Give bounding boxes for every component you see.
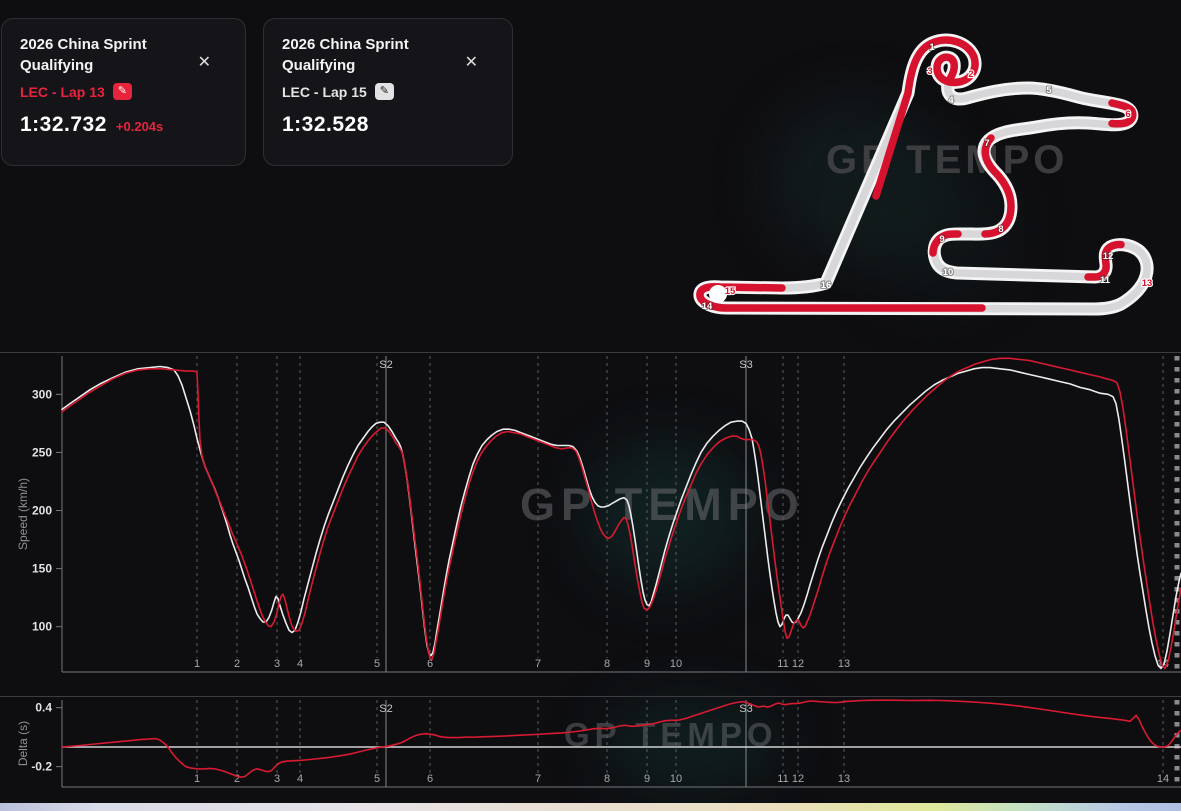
y-tick-label: 250 <box>32 445 52 459</box>
track-map: 1 2 3 4 5 6 7 8 9 10 11 12 13 14 15 16 <box>680 0 1181 340</box>
sector-label: S2 <box>379 703 392 715</box>
corner-tick-label: 1 <box>194 658 200 670</box>
corner-tick-label: 4 <box>297 773 303 785</box>
corner-number-label: 13 <box>1142 278 1153 289</box>
gptempo-watermark: GP TEMPO <box>520 479 805 530</box>
corner-number-label: 11 <box>1100 275 1111 286</box>
y-tick-label: 150 <box>32 562 52 576</box>
corner-tick-label: 8 <box>604 658 610 670</box>
track-faster-segment <box>981 134 1015 238</box>
sector-label: S3 <box>739 359 752 371</box>
corner-number-label: 5 <box>1046 85 1052 96</box>
corner-tick-label: 13 <box>838 773 850 785</box>
series-delta-lap13-vs-lap15 <box>61 699 1181 779</box>
session-title: 2026 China Sprint Qualifying <box>20 36 147 74</box>
track-faster-segment <box>1108 99 1137 128</box>
lap-delta: +0.204s <box>115 119 164 134</box>
close-icon[interactable]: ✕ <box>197 54 211 71</box>
corner-number-label: 3 <box>927 66 932 77</box>
corner-number-label: 16 <box>821 280 832 291</box>
corner-number-label: 14 <box>702 301 713 312</box>
corner-number-label: 2 <box>968 69 973 80</box>
corner-tick-label: 5 <box>374 773 380 785</box>
corner-tick-label: 2 <box>234 773 240 785</box>
session-title: 2026 China Sprint Qualifying <box>282 36 409 74</box>
track-faster-segment <box>872 36 979 200</box>
corner-number-label: 8 <box>998 224 1003 235</box>
sector-label: S2 <box>379 359 392 371</box>
corner-tick-label: 6 <box>427 658 433 670</box>
bottom-gradient-strip <box>0 803 1181 811</box>
corner-tick-label: 13 <box>838 658 850 670</box>
corner-number-label: 10 <box>943 267 954 278</box>
edit-lap-icon[interactable]: ✎ <box>112 83 133 100</box>
series-lec-lap-15 <box>61 365 1181 670</box>
lap-time: 1:32.528 <box>282 113 369 136</box>
track-base <box>696 36 1151 313</box>
y-tick-label: -0.2 <box>31 760 52 774</box>
corner-tick-label: 11 <box>777 658 788 670</box>
y-tick-label: 0.4 <box>35 701 52 715</box>
driver-lap-label: LEC - Lap 13 <box>20 83 105 100</box>
track-faster-segment <box>1084 240 1125 281</box>
corner-tick-label: 1 <box>194 773 200 785</box>
corner-tick-label: 3 <box>274 773 280 785</box>
corner-tick-label: 3 <box>274 658 280 670</box>
corner-tick-label: 7 <box>535 658 541 670</box>
corner-tick-label: 5 <box>374 658 380 670</box>
corner-tick-label: 6 <box>427 773 433 785</box>
edit-lap-icon[interactable]: ✎ <box>374 83 395 100</box>
corner-tick-label: 10 <box>670 773 682 785</box>
corner-tick-label: 12 <box>792 773 804 785</box>
driver-lap-label: LEC - Lap 15 <box>282 83 367 100</box>
corner-number-label: 7 <box>984 138 989 149</box>
corner-number-label: 9 <box>939 234 944 245</box>
y-axis-title: Delta (s) <box>16 721 30 766</box>
y-tick-label: 200 <box>32 504 52 518</box>
track-faster-segment <box>929 230 962 257</box>
corner-number-label: 4 <box>948 95 954 106</box>
lap-card-1: 2026 China Sprint Qualifying ✕ LEC - Lap… <box>1 18 246 166</box>
y-axis-title: Speed (km/h) <box>16 478 30 550</box>
watermark-blob <box>585 440 750 590</box>
sector-label: S3 <box>739 703 752 715</box>
corner-tick-label: 11 <box>777 773 788 785</box>
corner-tick-label: 9 <box>644 773 650 785</box>
track-outline <box>693 33 1154 316</box>
corner-tick-label: 7 <box>535 773 541 785</box>
watermark-blob <box>600 700 780 790</box>
close-icon[interactable]: ✕ <box>464 54 478 71</box>
corner-tick-label: 8 <box>604 773 610 785</box>
y-tick-label: 300 <box>32 387 52 401</box>
corner-tick-label: 2 <box>234 658 240 670</box>
car-position-dot <box>709 285 727 303</box>
corner-number-label: 15 <box>725 286 736 297</box>
corner-tick-label: 14 <box>1157 773 1169 785</box>
y-tick-label: 100 <box>32 620 52 634</box>
corner-tick-label: 10 <box>670 658 682 670</box>
corner-tick-label: 4 <box>297 658 303 670</box>
lap-time: 1:32.732 <box>20 113 107 136</box>
corner-number-label: 6 <box>1125 109 1130 120</box>
series-lec-lap-13 <box>61 357 1181 670</box>
corner-number-label: 12 <box>1103 251 1114 262</box>
corner-tick-label: 12 <box>792 658 804 670</box>
lap-card-2: 2026 China Sprint Qualifying ✕ LEC - Lap… <box>263 18 513 166</box>
track-faster-segment <box>696 283 986 312</box>
corner-tick-label: 9 <box>644 658 650 670</box>
corner-number-label: 1 <box>929 42 935 53</box>
